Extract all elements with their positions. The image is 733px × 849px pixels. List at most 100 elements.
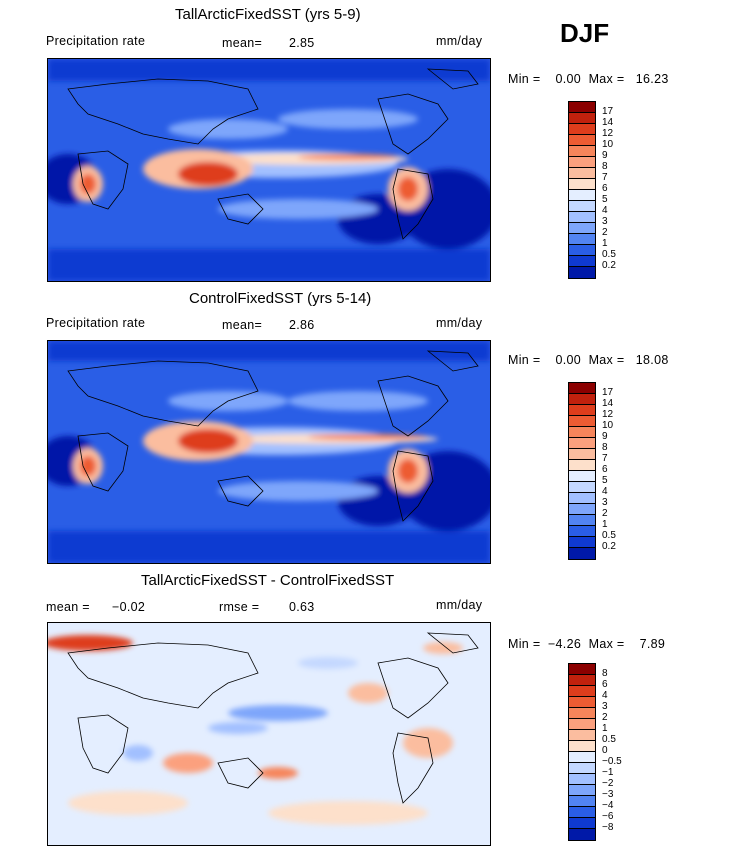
colorbar-segment [569, 774, 595, 785]
colorbar-segment [569, 730, 595, 741]
colorbar-tick: 9 [602, 150, 608, 161]
colorbar-tick: 2 [602, 712, 608, 723]
panel2-units: mm/day [436, 316, 483, 330]
panel3-units: mm/day [436, 598, 483, 612]
panel2-map-field [48, 341, 490, 563]
colorbar-tick: 0.5 [602, 734, 616, 745]
colorbar-segment [569, 504, 595, 515]
colorbar-segment [569, 493, 595, 504]
panel2-colorbar [568, 382, 596, 560]
colorbar-tick: 1 [602, 238, 608, 249]
colorbar-segment [569, 664, 595, 675]
panel3-rmse-label: rmse = [219, 600, 260, 614]
colorbar-segment [569, 526, 595, 537]
colorbar-tick: 1 [602, 519, 608, 530]
panel3-map [47, 622, 491, 846]
colorbar-tick: −0.5 [602, 756, 622, 767]
panel3-colorbar [568, 663, 596, 841]
colorbar-tick: 7 [602, 172, 608, 183]
colorbar-tick: 8 [602, 161, 608, 172]
colorbar-tick: 5 [602, 475, 608, 486]
colorbar-tick: 0 [602, 745, 608, 756]
colorbar-segment [569, 201, 595, 212]
colorbar-tick: −8 [602, 822, 614, 833]
colorbar-segment [569, 719, 595, 730]
colorbar-segment [569, 157, 595, 168]
colorbar-segment [569, 697, 595, 708]
colorbar-segment [569, 515, 595, 526]
panel3-mean-label: mean = [46, 600, 90, 614]
colorbar-tick: 4 [602, 486, 608, 497]
colorbar-segment [569, 785, 595, 796]
colorbar-tick: 17 [602, 387, 614, 398]
colorbar-segment [569, 427, 595, 438]
colorbar-tick: 0.5 [602, 249, 616, 260]
colorbar-segment [569, 383, 595, 394]
colorbar-tick: 7 [602, 453, 608, 464]
colorbar-tick: 6 [602, 679, 608, 690]
panel2-map [47, 340, 491, 564]
colorbar-segment [569, 102, 595, 113]
panel2-title: ControlFixedSST (yrs 5-14) [189, 290, 372, 307]
panel3-map-field [48, 623, 490, 845]
colorbar-segment [569, 741, 595, 752]
colorbar-tick: 4 [602, 690, 608, 701]
colorbar-tick: 14 [602, 398, 614, 409]
panel2-variable-label: Precipitation rate [46, 316, 146, 330]
colorbar-segment [569, 686, 595, 697]
colorbar-tick: 5 [602, 194, 608, 205]
colorbar-tick: 8 [602, 442, 608, 453]
panel2-mean-value: 2.86 [289, 318, 315, 332]
colorbar-tick: 6 [602, 464, 608, 475]
colorbar-segment [569, 223, 595, 234]
colorbar-segment [569, 234, 595, 245]
colorbar-tick: 9 [602, 431, 608, 442]
panel1-mean-label: mean= [222, 36, 263, 50]
colorbar-segment [569, 212, 595, 223]
colorbar-segment [569, 405, 595, 416]
colorbar-tick: −3 [602, 789, 614, 800]
colorbar-tick: 10 [602, 139, 614, 150]
colorbar-segment [569, 708, 595, 719]
colorbar-tick: 17 [602, 106, 614, 117]
colorbar-tick: 0.2 [602, 541, 616, 552]
colorbar-tick: 6 [602, 183, 608, 194]
colorbar-segment [569, 179, 595, 190]
colorbar-tick: 3 [602, 497, 608, 508]
colorbar-tick: 3 [602, 216, 608, 227]
colorbar-tick: 0.2 [602, 260, 616, 271]
colorbar-segment [569, 548, 595, 559]
colorbar-segment [569, 818, 595, 829]
colorbar-segment [569, 190, 595, 201]
colorbar-segment [569, 394, 595, 405]
colorbar-tick: −1 [602, 767, 614, 778]
colorbar-segment [569, 482, 595, 493]
panel3-rmse-value: 0.63 [289, 600, 315, 614]
panel1-minmax: Min = 0.00 Max = 16.23 [508, 72, 669, 86]
colorbar-tick: 0.5 [602, 530, 616, 541]
panel2-mean-label: mean= [222, 318, 263, 332]
colorbar-segment [569, 256, 595, 267]
colorbar-segment [569, 113, 595, 124]
panel1-map [47, 58, 491, 282]
panel3-minmax: Min = −4.26 Max = 7.89 [508, 637, 666, 651]
colorbar-tick: 12 [602, 409, 614, 420]
colorbar-tick: 2 [602, 508, 608, 519]
colorbar-segment [569, 135, 595, 146]
panel3-title: TallArcticFixedSST - ControlFixedSST [141, 572, 395, 589]
panel1-mean-value: 2.85 [289, 36, 315, 50]
colorbar-segment [569, 245, 595, 256]
colorbar-segment [569, 471, 595, 482]
colorbar-segment [569, 796, 595, 807]
colorbar-tick: 12 [602, 128, 614, 139]
colorbar-segment [569, 829, 595, 840]
colorbar-segment [569, 438, 595, 449]
colorbar-segment [569, 537, 595, 548]
colorbar-segment [569, 675, 595, 686]
colorbar-segment [569, 460, 595, 471]
panel1-colorbar [568, 101, 596, 279]
panel2-minmax: Min = 0.00 Max = 18.08 [508, 353, 669, 367]
colorbar-segment [569, 416, 595, 427]
colorbar-segment [569, 752, 595, 763]
panel3-mean-value: −0.02 [112, 600, 146, 614]
